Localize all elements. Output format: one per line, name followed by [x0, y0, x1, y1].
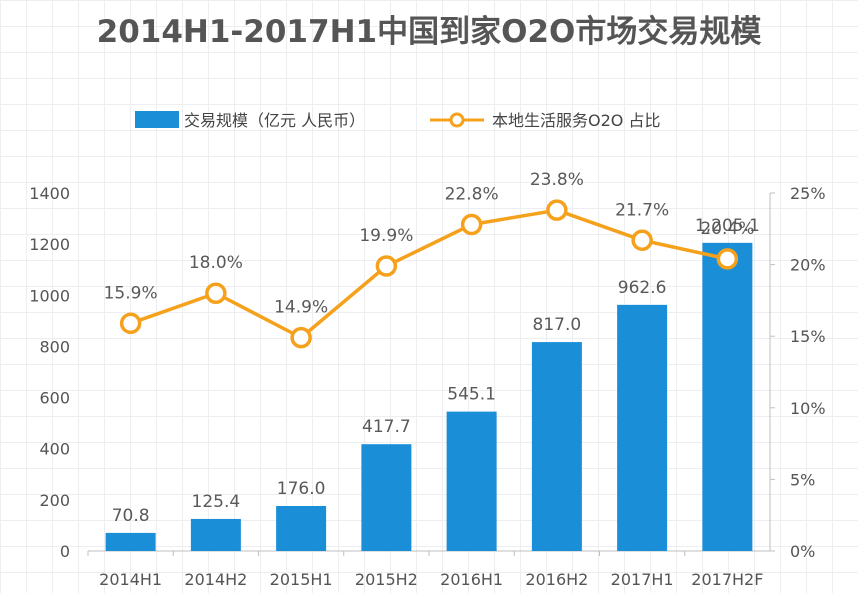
x-tick-label: 2016H1 — [440, 570, 503, 589]
y-left-tick-label: 200 — [39, 491, 70, 510]
line-value-label: 20.4% — [700, 219, 754, 239]
y-left-tick-label: 800 — [39, 337, 70, 356]
legend-marker-swatch — [449, 112, 465, 128]
line-value-label: 15.9% — [104, 283, 158, 303]
y-right-tick-label: 25% — [790, 184, 826, 203]
line-series — [119, 199, 739, 349]
x-tick-label: 2015H2 — [355, 570, 418, 589]
y-left-tick-label: 400 — [39, 440, 70, 459]
axes: 0 200 400 600 800 1000 1200 1400 0% 5% 10% 15% 20% 25… — [29, 184, 825, 589]
y-right-tick-label: 0% — [790, 542, 815, 561]
x-tick-label: 2015H1 — [270, 570, 333, 589]
bar — [531, 342, 582, 551]
legend: 交易规模（亿元 人民币） 本地生活服务O2O 占比 — [135, 111, 660, 130]
legend-label-bar: 交易规模（亿元 人民币） — [184, 111, 365, 130]
bars — [105, 242, 753, 551]
line-value-label: 23.8% — [530, 170, 584, 190]
bar-value-label: 962.6 — [618, 278, 667, 298]
line-point — [119, 312, 142, 335]
y-left-tick-label: 1200 — [29, 235, 70, 254]
x-tick-label: 2014H2 — [184, 570, 247, 589]
bar — [446, 411, 497, 551]
legend-swatch-bar — [135, 111, 179, 128]
line-point — [546, 199, 568, 221]
bar-value-label: 817.0 — [533, 315, 582, 335]
bar — [276, 505, 327, 551]
legend-item-bar: 交易规模（亿元 人民币） — [135, 111, 365, 130]
y-left-tick-label: 1400 — [29, 184, 70, 203]
line-value-label: 19.9% — [359, 226, 413, 246]
y-left-tick-label: 600 — [39, 389, 70, 408]
line-path — [130, 208, 728, 340]
line-value-label: 21.7% — [615, 200, 669, 220]
line-point — [290, 326, 312, 349]
y-right-tick-label: 5% — [790, 470, 815, 489]
line-value-label: 22.8% — [445, 185, 499, 205]
bar — [702, 242, 753, 551]
y-right-tick-label: 10% — [790, 399, 826, 418]
legend-label-line: 本地生活服务O2O 占比 — [492, 111, 660, 130]
bar-value-label: 417.7 — [362, 417, 411, 437]
line-value-label: 18.0% — [189, 253, 243, 273]
line-value-label: 14.9% — [274, 298, 328, 318]
line-point — [631, 229, 653, 252]
y-left-tick-label: 1000 — [29, 286, 70, 305]
x-tick-label: 2016H2 — [525, 570, 588, 589]
line-point — [716, 248, 739, 270]
bar-value-label: 70.8 — [112, 506, 150, 526]
y-left-tick-label: 0 — [60, 542, 70, 561]
data-labels: 70.8 125.4 176.0 417.7 545.1 817.0 962.6 1,205.… — [104, 170, 760, 526]
bar-value-label: 545.1 — [447, 385, 496, 405]
line-point — [460, 213, 483, 236]
bar-value-label: 125.4 — [192, 492, 241, 512]
bar-value-label: 176.0 — [277, 479, 326, 499]
x-tick-label: 2017H1 — [611, 570, 674, 589]
x-tick-label: 2017H2F — [691, 570, 763, 589]
chart-title: 2014H1-2017H1中国到家O2O市场交易规模 — [97, 14, 762, 50]
line-point — [375, 255, 398, 277]
bar — [105, 532, 156, 551]
legend-item-line: 本地生活服务O2O 占比 — [430, 111, 660, 130]
y-right-tick-label: 20% — [790, 256, 826, 275]
bar-value-label: 1,205.1 — [695, 216, 760, 236]
bar — [361, 444, 412, 551]
y-right-tick-label: 15% — [790, 327, 826, 346]
x-tick-label: 2014H1 — [99, 570, 162, 589]
bar — [617, 304, 668, 551]
bar — [190, 518, 241, 551]
line-point — [205, 282, 227, 304]
